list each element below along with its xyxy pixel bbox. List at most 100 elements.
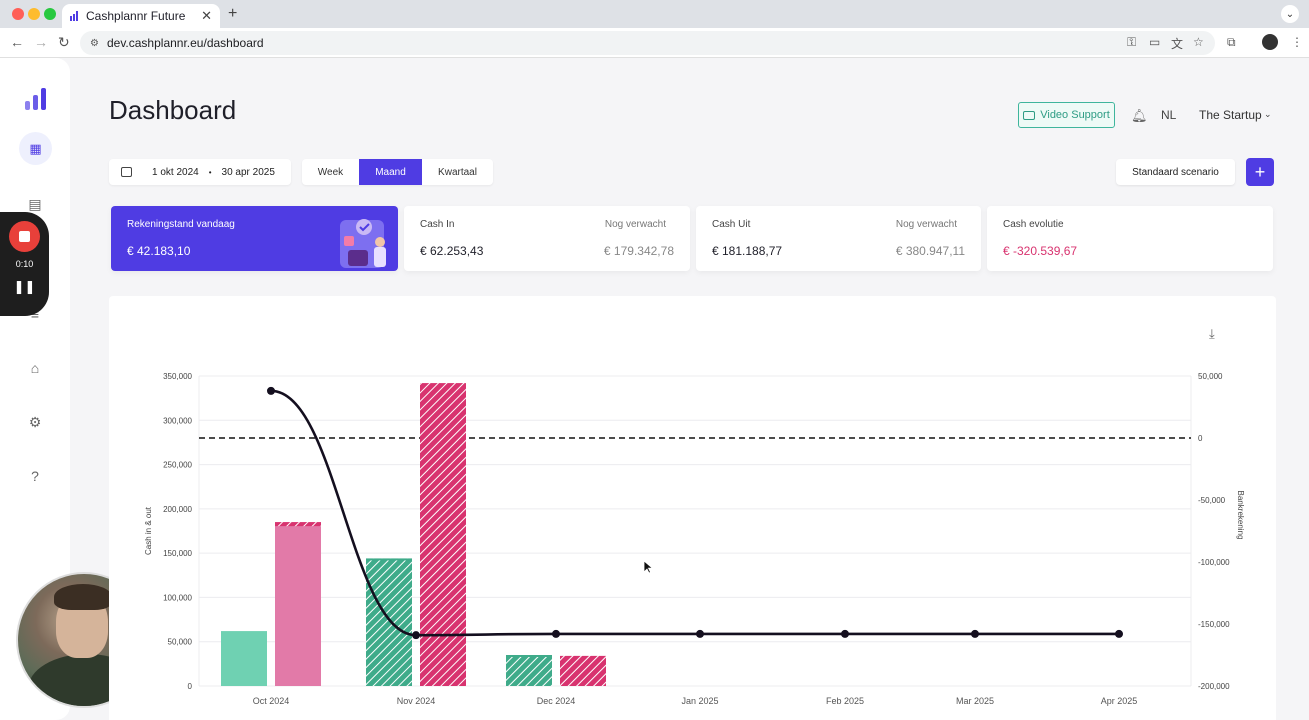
cash-in-expected-value: € 179.342,78 xyxy=(603,244,674,258)
cash-in-bar xyxy=(221,631,267,686)
forward-icon[interactable]: → xyxy=(34,34,48,50)
dashboard-nav-icon[interactable]: ▦ xyxy=(19,132,52,165)
bank-nav-icon[interactable]: ⌂ xyxy=(30,360,40,376)
password-key-icon[interactable]: ⚿ xyxy=(1127,35,1137,49)
tab-title: Cashplannr Future xyxy=(86,9,186,23)
period-toggle: Week Maand Kwartaal xyxy=(302,159,493,185)
y-tick-label: 200,000 xyxy=(163,505,192,514)
bank-balance-point xyxy=(971,629,979,638)
play-video-icon xyxy=(1023,110,1036,120)
cashflow-chart: 0 50,000 100,000 150,000 200,000 250,000 300,0… xyxy=(144,372,1245,706)
cash-in-card[interactable]: Cash In € 62.253,43 Nog verwacht € 179.3… xyxy=(404,206,690,271)
browser-tab-bar: Cashplannr Future ✕ + ⌄ xyxy=(0,0,1309,28)
y2-axis-title: Bankrekening xyxy=(1236,491,1245,540)
cash-in-expected-label: Nog verwacht xyxy=(604,219,666,230)
cash-evolution-label: Cash evolutie xyxy=(1003,219,1064,230)
language-switch[interactable]: NL xyxy=(1161,108,1177,122)
cash-out-bar-cap xyxy=(275,522,321,527)
cashflow-chart-panel: ⤓ 0 50,000 100,000 150,000 200,000 250,000 300… xyxy=(109,296,1276,720)
bank-balance-line xyxy=(270,389,1119,637)
pause-recording-button[interactable]: ❚❚ xyxy=(13,279,36,294)
date-separator: • xyxy=(208,167,212,177)
extensions-icon[interactable]: ⧉ xyxy=(1227,35,1236,49)
date-range-picker[interactable]: 1 okt 2024 • 30 apr 2025 xyxy=(109,159,291,185)
calendar-nav-icon[interactable]: ▤ xyxy=(28,196,42,212)
webcam-overlay xyxy=(16,572,152,708)
help-nav-icon[interactable]: ? xyxy=(31,468,39,484)
y2-tick-label: 0 xyxy=(1198,434,1203,443)
period-quarter-button[interactable]: Kwartaal xyxy=(438,166,477,178)
address-bar[interactable]: ⚙ dev.cashplannr.eu/dashboard xyxy=(80,31,1215,55)
bank-balance-point xyxy=(412,631,420,640)
y2-tick-label: -200,000 xyxy=(1198,682,1230,691)
app-favicon-icon xyxy=(70,11,80,21)
scenario-selector[interactable]: Standaard scenario xyxy=(1116,159,1235,185)
period-week-button[interactable]: Week xyxy=(317,166,344,178)
recording-time: 0:10 xyxy=(15,259,34,269)
browser-menu-icon[interactable]: ⋮ xyxy=(1291,35,1303,49)
y-tick-label: 350,000 xyxy=(163,372,192,381)
cashplannr-logo[interactable] xyxy=(25,88,46,110)
video-support-button[interactable]: Video Support xyxy=(1018,102,1115,128)
cash-in-label: Cash In xyxy=(420,219,455,230)
translate-icon[interactable]: 文 xyxy=(1171,37,1184,51)
new-tab-button[interactable]: + xyxy=(228,5,238,22)
cash-in-bar xyxy=(366,558,412,686)
balance-card[interactable]: Rekeningstand vandaag € 42.183,10 xyxy=(111,206,398,271)
reload-icon[interactable]: ↻ xyxy=(58,34,70,50)
calendar-icon xyxy=(121,167,132,177)
download-icon[interactable]: ⤓ xyxy=(1209,326,1215,341)
bank-balance-point xyxy=(841,629,849,638)
balance-label: Rekeningstand vandaag xyxy=(127,219,235,230)
site-info-icon[interactable]: ⚙ xyxy=(90,37,99,49)
y-tick-label: 100,000 xyxy=(163,593,192,602)
stop-recording-button[interactable] xyxy=(9,221,40,252)
date-from: 1 okt 2024 xyxy=(152,166,199,178)
browser-tab[interactable]: Cashplannr Future ✕ xyxy=(62,4,220,28)
y2-tick-label: -50,000 xyxy=(1198,496,1226,505)
company-selector[interactable]: The Startup xyxy=(1199,108,1262,122)
y-tick-label: 150,000 xyxy=(163,549,192,558)
cash-out-expected-label: Nog verwacht xyxy=(895,219,957,230)
cash-out-bar xyxy=(560,655,606,686)
cash-out-value: € 181.188,77 xyxy=(712,244,783,258)
bank-balance-point xyxy=(696,629,704,638)
y-tick-label: 0 xyxy=(188,682,193,691)
x-tick-label: Feb 2025 xyxy=(826,696,864,706)
cash-in-bar-cap xyxy=(506,655,552,657)
bank-balance-point xyxy=(1115,629,1123,638)
profile-avatar[interactable] xyxy=(1262,34,1278,50)
cash-in-value: € 62.253,43 xyxy=(420,244,484,258)
cash-evolution-card[interactable]: Cash evolutie € -320.539,67 xyxy=(987,206,1273,271)
close-tab-icon[interactable]: ✕ xyxy=(201,8,212,23)
y-tick-label: 250,000 xyxy=(163,461,192,470)
bank-balance-point xyxy=(267,386,275,395)
chevron-down-icon[interactable]: ⌄ xyxy=(1264,109,1272,119)
cash-in-bar-cap xyxy=(366,558,412,561)
mouse-cursor-icon xyxy=(643,560,654,574)
period-month-button[interactable]: Maand xyxy=(359,159,422,185)
install-app-icon[interactable]: ▭ xyxy=(1149,35,1161,49)
settings-nav-icon[interactable]: ⚙ xyxy=(28,414,42,430)
notifications-bell-icon[interactable]: 🔔︎ xyxy=(1131,108,1148,123)
x-tick-label: Oct 2024 xyxy=(253,696,290,706)
y-tick-label: 300,000 xyxy=(163,416,192,425)
y-tick-label: 50,000 xyxy=(168,638,193,647)
minimize-window-button[interactable] xyxy=(28,8,40,20)
screen-recorder-widget: 0:10 ❚❚ xyxy=(0,212,49,316)
tab-search-button[interactable]: ⌄ xyxy=(1281,5,1299,23)
date-to: 30 apr 2025 xyxy=(221,166,275,178)
list-nav-icon[interactable]: ≡ xyxy=(30,306,40,322)
url-text: dev.cashplannr.eu/dashboard xyxy=(106,36,264,50)
y2-tick-label: -100,000 xyxy=(1198,558,1230,567)
cash-out-card[interactable]: Cash Uit € 181.188,77 Nog verwacht € 380… xyxy=(696,206,981,271)
close-window-button[interactable] xyxy=(12,8,24,20)
video-support-label: Video Support xyxy=(1040,109,1110,121)
x-tick-label: Dec 2024 xyxy=(537,696,576,706)
maximize-window-button[interactable] xyxy=(44,8,56,20)
cash-in-bar xyxy=(506,655,552,686)
back-icon[interactable]: ← xyxy=(10,34,24,50)
x-tick-label: Mar 2025 xyxy=(956,696,994,706)
add-button[interactable]: + xyxy=(1246,158,1274,186)
bookmark-star-icon[interactable]: ☆ xyxy=(1193,35,1204,49)
